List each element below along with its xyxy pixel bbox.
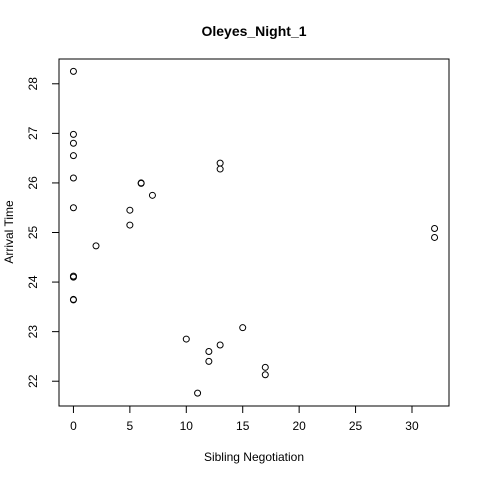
y-axis: 22 23 24 25 26 27 28	[26, 77, 60, 388]
data-point	[126, 221, 134, 229]
plot-frame	[58, 58, 450, 407]
data-point	[69, 67, 77, 75]
x-tick-label: 5	[127, 419, 134, 433]
data-point	[261, 371, 269, 379]
data-point	[216, 165, 224, 173]
x-tick-label: 15	[236, 419, 250, 433]
data-point	[137, 179, 145, 187]
chart-title: Oleyes_Night_1	[201, 23, 306, 39]
data-point	[69, 204, 77, 212]
data-point	[431, 233, 439, 241]
y-tick-label: 25	[26, 226, 40, 240]
x-tick-label: 20	[292, 419, 306, 433]
data-point	[126, 206, 134, 214]
data-point	[194, 389, 202, 397]
data-point	[69, 130, 77, 138]
y-tick-label: 26	[26, 176, 40, 190]
x-tick-label: 10	[180, 419, 194, 433]
data-point	[69, 174, 77, 182]
x-axis: 0 5 10 15 20 25 30	[70, 405, 419, 433]
data-point	[431, 225, 439, 233]
data-points	[69, 67, 439, 397]
data-point	[69, 139, 77, 147]
y-tick-label: 23	[26, 325, 40, 339]
data-point	[216, 341, 224, 349]
x-tick-label: 0	[70, 419, 77, 433]
data-point	[182, 335, 190, 343]
x-axis-label: Sibling Negotiation	[204, 450, 304, 464]
data-point	[69, 273, 77, 281]
y-axis-label: Arrival Time	[2, 200, 16, 264]
y-tick-label: 22	[26, 374, 40, 388]
data-point	[148, 191, 156, 199]
data-point	[239, 324, 247, 332]
y-tick-label: 24	[26, 275, 40, 289]
x-tick-label: 25	[349, 419, 363, 433]
y-tick-label: 28	[26, 77, 40, 91]
data-point	[205, 347, 213, 355]
data-point	[92, 242, 100, 250]
data-point	[69, 152, 77, 160]
x-tick-label: 30	[405, 419, 419, 433]
data-point	[261, 363, 269, 371]
y-tick-label: 27	[26, 126, 40, 140]
data-point	[69, 296, 77, 304]
data-point	[205, 357, 213, 365]
data-point	[216, 159, 224, 167]
